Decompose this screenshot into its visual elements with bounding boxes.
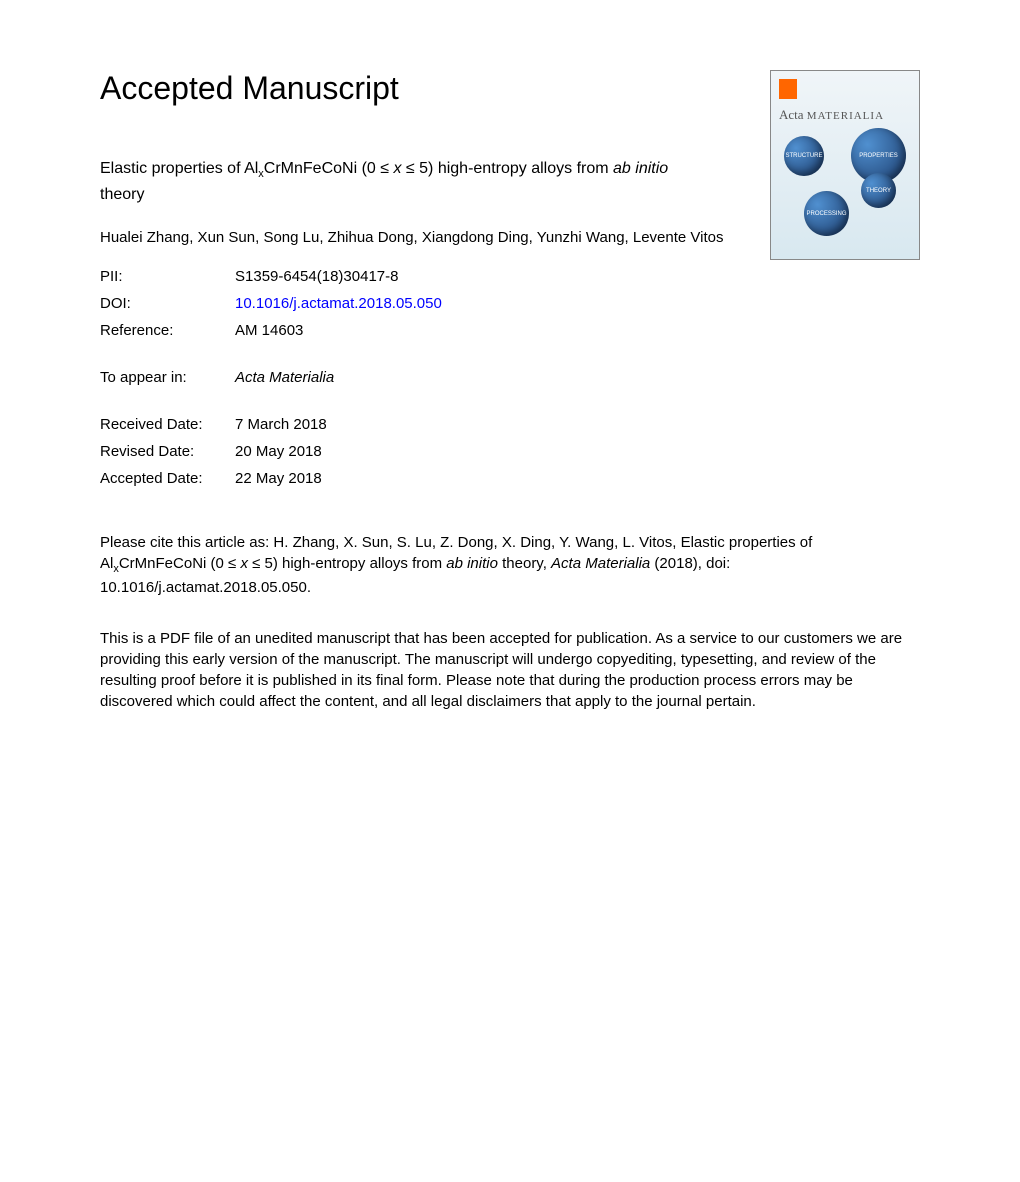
article-title: Elastic properties of AlxCrMnFeCoNi (0 ≤… — [100, 157, 710, 207]
metadata-row-doi: DOI: 10.1016/j.actamat.2018.05.050 — [100, 290, 442, 317]
cover-sphere-processing: PROCESSING — [804, 191, 849, 236]
cover-header — [779, 79, 911, 99]
metadata-value-received: 7 March 2018 — [235, 411, 327, 438]
metadata-row-revised: Revised Date: 20 May 2018 — [100, 438, 327, 465]
citation-abinitio: ab initio — [446, 555, 498, 572]
metadata-row-accepted: Accepted Date: 22 May 2018 — [100, 465, 327, 492]
citation-journal: Acta Materialia — [551, 555, 650, 572]
title-range: ≤ 5) high-entropy alloys from — [401, 160, 613, 177]
metadata-value-doi-link[interactable]: 10.1016/j.actamat.2018.05.050 — [235, 290, 442, 317]
metadata-dates-table: Received Date: 7 March 2018 Revised Date… — [100, 411, 327, 492]
title-suffix: theory — [100, 186, 144, 203]
journal-name-secondary: MATERIALIA — [807, 110, 884, 122]
metadata-label-revised: Revised Date: — [100, 438, 235, 465]
title-abinitio: ab initio — [613, 160, 668, 177]
metadata-value-accepted: 22 May 2018 — [235, 465, 327, 492]
metadata-row-received: Received Date: 7 March 2018 — [100, 411, 327, 438]
metadata-value-pii: S1359-6454(18)30417-8 — [235, 263, 442, 290]
elsevier-logo-icon — [779, 79, 797, 99]
citation-middle: CrMnFeCoNi (0 ≤ — [119, 555, 241, 572]
metadata-label-accepted: Accepted Date: — [100, 465, 235, 492]
cover-graphic: STRUCTURE PROPERTIES THEORY PROCESSING — [779, 128, 911, 238]
journal-name-primary: Acta — [779, 107, 804, 122]
metadata-label-pii: PII: — [100, 263, 235, 290]
title-prefix: Elastic properties of Al — [100, 160, 258, 177]
metadata-row-reference: Reference: AM 14603 — [100, 317, 442, 344]
metadata-row-journal: To appear in: Acta Materialia — [100, 364, 334, 391]
metadata-journal-table: To appear in: Acta Materialia — [100, 364, 334, 391]
metadata-value-revised: 20 May 2018 — [235, 438, 327, 465]
title-middle: CrMnFeCoNi (0 ≤ — [264, 160, 394, 177]
disclaimer-text: This is a PDF file of an unedited manusc… — [100, 628, 920, 712]
authors-list: Hualei Zhang, Xun Sun, Song Lu, Zhihua D… — [100, 227, 750, 248]
metadata-label-doi: DOI: — [100, 290, 235, 317]
metadata-label-journal: To appear in: — [100, 364, 235, 391]
metadata-label-reference: Reference: — [100, 317, 235, 344]
metadata-table: PII: S1359-6454(18)30417-8 DOI: 10.1016/… — [100, 263, 442, 344]
citation-text: Please cite this article as: H. Zhang, X… — [100, 532, 920, 598]
metadata-value-journal: Acta Materialia — [235, 364, 334, 391]
metadata-value-reference: AM 14603 — [235, 317, 442, 344]
cover-sphere-structure: STRUCTURE — [784, 136, 824, 176]
journal-cover-thumbnail: Acta MATERIALIA STRUCTURE PROPERTIES THE… — [770, 70, 920, 260]
cover-sphere-theory: THEORY — [861, 173, 896, 208]
citation-italic-x: x — [240, 555, 248, 572]
cover-journal-name: Acta MATERIALIA — [779, 107, 911, 123]
metadata-label-received: Received Date: — [100, 411, 235, 438]
citation-theory: theory, — [498, 555, 551, 572]
citation-range: ≤ 5) high-entropy alloys from — [248, 555, 446, 572]
metadata-row-pii: PII: S1359-6454(18)30417-8 — [100, 263, 442, 290]
